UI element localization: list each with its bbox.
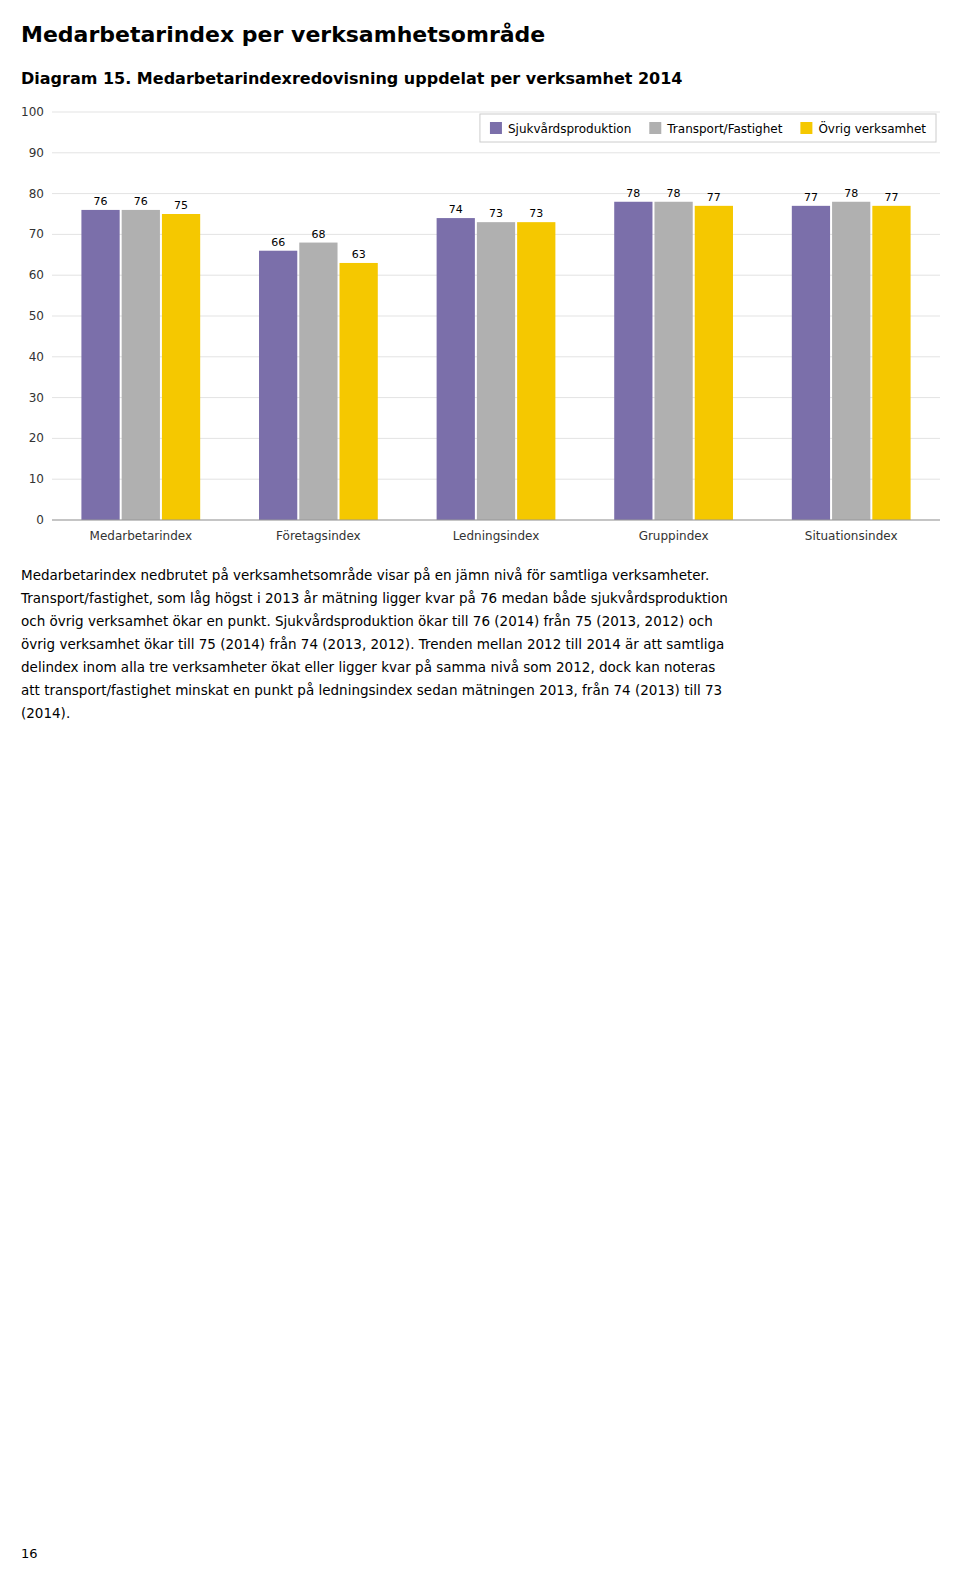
data-label: 77 [804,191,818,204]
data-label: 73 [529,207,543,220]
body-line: att transport/fastighet minskat en punkt… [21,682,722,698]
grid [52,112,940,520]
background [0,0,960,1582]
legend-swatch [490,122,502,134]
x-tick-label: Företagsindex [276,529,361,543]
legend-label: Övrig verksamhet [818,120,926,136]
y-tick-label: 100 [21,105,44,119]
x-axis-line [52,520,940,521]
grid-line [52,112,940,113]
x-tick-label: Ledningsindex [453,529,540,543]
x-tick-label: Situationsindex [805,529,898,543]
y-tick-label: 50 [29,309,44,323]
x-tick-label: Gruppindex [639,529,709,543]
bar [122,210,160,520]
body-line: delindex inom alla tre verksamheter ökat… [21,659,715,675]
data-label: 78 [667,187,681,200]
legend-box [480,114,936,142]
data-label: 76 [134,195,148,208]
data-label: 63 [352,248,366,261]
bar [259,251,297,520]
y-tick-label: 90 [29,146,44,160]
subtitle: Diagram 15. Medarbetarindexredovisning u… [21,69,683,88]
y-tick-label: 10 [29,472,44,486]
bar [654,202,692,520]
bar [162,214,200,520]
legend-swatch [800,122,812,134]
page-number: 16 [21,1546,38,1561]
bar [477,222,515,520]
bar [614,202,652,520]
body-line: (2014). [21,705,70,721]
y-tick-label: 30 [29,391,44,405]
legend-label: Transport/Fastighet [666,122,782,136]
body-line: Medarbetarindex nedbrutet på verksamhets… [21,567,709,583]
data-label: 77 [884,191,898,204]
bar [81,210,119,520]
y-tick-label: 0 [36,513,44,527]
legend-label: Sjukvårdsproduktion [508,122,631,136]
data-label: 78 [626,187,640,200]
body-line: Transport/fastighet, som låg högst i 201… [20,590,728,606]
page: Medarbetarindex per verksamhetsområde Dia… [0,0,960,1582]
bar [695,206,733,520]
body-text: Medarbetarindex nedbrutet på verksamhets… [20,567,728,721]
bar [517,222,555,520]
bar [872,206,910,520]
legend-swatch [649,122,661,134]
data-label: 68 [311,228,325,241]
legend: Sjukvårdsproduktion Transport/Fastighet Öv… [480,114,936,142]
data-label: 77 [707,191,721,204]
data-label: 74 [449,203,463,216]
bar [832,202,870,520]
y-tick-label: 40 [29,350,44,364]
y-tick-label: 80 [29,187,44,201]
grid-line [52,520,940,521]
y-tick-label: 70 [29,227,44,241]
body-line: övrig verksamhet ökar till 75 (2014) frå… [21,636,724,652]
bar [340,263,378,520]
bars [81,202,910,520]
bar [299,243,337,520]
y-tick-label: 60 [29,268,44,282]
data-label: 75 [174,199,188,212]
grid-line [52,152,940,153]
x-tick-label: Medarbetarindex [90,529,192,543]
bar [437,218,475,520]
data-label: 76 [94,195,108,208]
y-tick-label: 20 [29,431,44,445]
data-label: 73 [489,207,503,220]
data-label: 78 [844,187,858,200]
body-line: och övrig verksamhet ökar en punkt. Sjuk… [21,613,713,629]
title: Medarbetarindex per verksamhetsområde [21,22,545,47]
data-label: 66 [271,236,285,249]
bar [792,206,830,520]
